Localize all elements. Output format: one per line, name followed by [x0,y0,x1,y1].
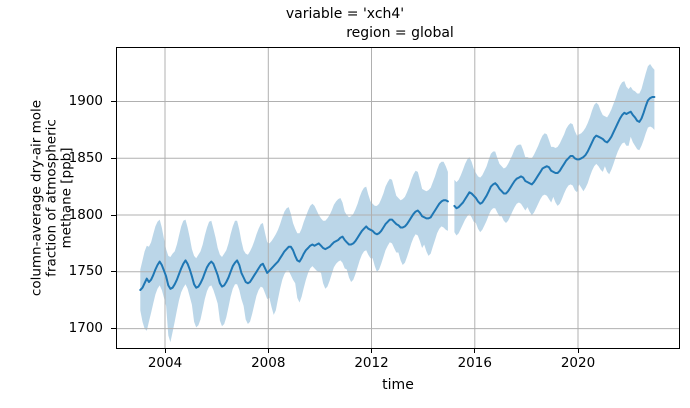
x-tick-mark [267,349,269,353]
x-tick-label: 2012 [354,355,389,371]
x-tick-mark [474,349,476,353]
y-tick-label: 1750 [68,263,103,280]
x-tick-mark [164,349,166,353]
y-tick-mark [111,328,116,330]
x-tick-mark [577,349,579,353]
y-axis-label-line-1: column-average dry-air mole [28,99,45,297]
axes-frame [116,47,680,349]
x-tick-label: 2004 [147,355,183,371]
uncertainty-band [454,64,655,236]
x-tick-label: 2008 [251,355,286,371]
plot-title-line-2: region = global [346,25,454,41]
y-tick-mark [111,100,116,102]
x-tick-label: 2020 [560,355,596,371]
y-tick-label: 1900 [68,92,103,109]
y-tick-mark [111,271,116,273]
x-axis-label: time [382,377,414,393]
x-tick-label: 2016 [457,355,492,371]
x-tick-mark [371,349,373,353]
y-tick-mark [111,157,116,159]
y-tick-label: 1800 [68,206,103,223]
plot-area [116,47,680,349]
y-tick-label: 1700 [68,320,103,337]
y-tick-mark [111,214,116,216]
plot-title-line-1: variable = 'xch4' [285,6,405,22]
xch4-line [139,199,449,291]
xch4-line [453,96,656,210]
y-tick-label: 1850 [68,149,103,166]
